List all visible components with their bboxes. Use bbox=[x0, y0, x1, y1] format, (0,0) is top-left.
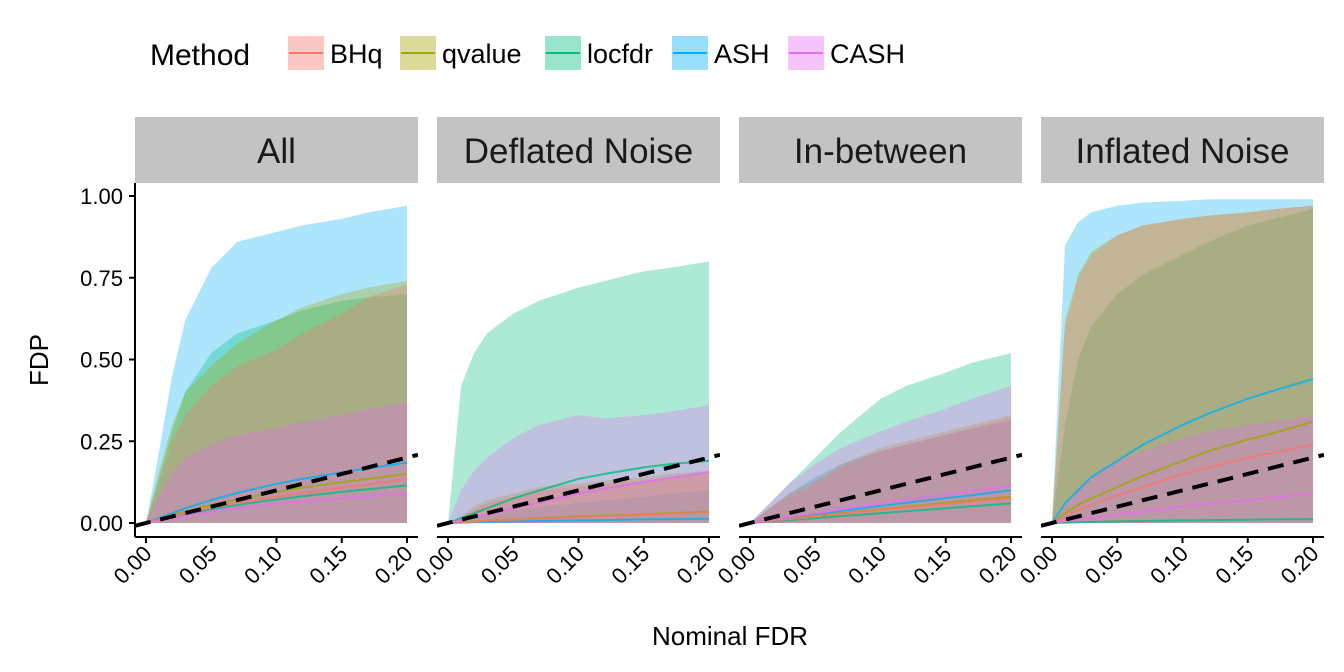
ribbon-inflated-noise-locfdr bbox=[1052, 209, 1313, 523]
ribbon-inflated-noise-ash bbox=[1052, 199, 1313, 524]
panel-strip-deflated-noise bbox=[437, 117, 720, 183]
panel-inflated-noise: Inflated Noise 0.00 0.05 0.10 0.15 0.20 bbox=[1015, 117, 1324, 589]
ribbon-in-between-locfdr bbox=[750, 353, 1011, 523]
ribbon-in-between-bhq bbox=[750, 418, 1011, 523]
y-tick-label-0-75: 0.75 bbox=[80, 266, 123, 291]
panel-in-between: In-between 0.00 0.05 0.10 0.15 0.20 bbox=[713, 117, 1022, 589]
legend-label-cash: CASH bbox=[830, 39, 905, 69]
x-tick-label-all-0-10: 0.10 bbox=[239, 541, 287, 589]
panel-strip-all bbox=[135, 117, 418, 183]
ribbon-all-bhq bbox=[146, 284, 407, 523]
mean-line-deflated-noise-bhq bbox=[447, 511, 710, 524]
ribbon-inflated-noise-qvalue bbox=[1052, 205, 1313, 524]
mean-line-inflated-noise-qvalue bbox=[1051, 420, 1314, 524]
legend-label-locfdr: locfdr bbox=[587, 39, 653, 69]
ribbon-deflated-noise-locfdr bbox=[448, 261, 709, 523]
mean-line-inflated-noise-cash bbox=[1051, 492, 1314, 524]
mean-line-inflated-noise-ash bbox=[1051, 378, 1314, 524]
ribbon-all-ash bbox=[146, 205, 407, 524]
legend-item-qvalue: qvalue bbox=[400, 36, 522, 70]
ribbon-in-between-qvalue bbox=[750, 415, 1011, 523]
x-tick-label-inflated-noise-0-20: 0.20 bbox=[1276, 541, 1324, 589]
reference-line-in-between bbox=[739, 452, 1022, 528]
x-tick-label-deflated-noise-0-10: 0.10 bbox=[541, 541, 589, 589]
ribbon-all-qvalue bbox=[146, 281, 407, 523]
panel-deflated-noise: Deflated Noise 0.00 0.05 0.10 0.15 0.20 bbox=[411, 117, 720, 589]
y-axis-title: FDP bbox=[24, 334, 54, 386]
mean-line-inflated-noise-locfdr bbox=[1051, 518, 1314, 524]
x-tick-label-in-between-0-10: 0.10 bbox=[843, 541, 891, 589]
legend: Method BHq qvalue locfdr ASH CASH bbox=[150, 36, 905, 72]
y-tick-label-0-00: 0.00 bbox=[80, 511, 123, 536]
legend-label-qvalue: qvalue bbox=[442, 39, 522, 69]
x-tick-label-deflated-noise-0-20: 0.20 bbox=[672, 541, 720, 589]
ribbon-in-between-cash bbox=[750, 385, 1011, 523]
mean-line-deflated-noise-locfdr bbox=[447, 459, 710, 524]
panel-data-inflated-noise bbox=[1041, 199, 1324, 528]
x-tick-label-all-0-05: 0.05 bbox=[174, 541, 222, 589]
panel-data-all bbox=[135, 205, 418, 528]
legend-entries: BHq qvalue locfdr ASH CASH bbox=[288, 36, 905, 70]
reference-line-all bbox=[135, 452, 418, 528]
ribbon-all-locfdr bbox=[146, 294, 407, 523]
y-tick-label-0-50: 0.50 bbox=[80, 348, 123, 373]
legend-item-bhq: BHq bbox=[288, 36, 383, 70]
legend-label-ash: ASH bbox=[714, 39, 770, 69]
ribbon-deflated-noise-bhq bbox=[448, 473, 709, 523]
x-tick-label-all-0-00: 0.00 bbox=[109, 541, 157, 589]
legend-label-bhq: BHq bbox=[330, 39, 383, 69]
panel-title-inflated-noise: Inflated Noise bbox=[1075, 132, 1289, 171]
x-tick-label-in-between-0-00: 0.00 bbox=[713, 541, 761, 589]
ribbon-deflated-noise-qvalue bbox=[448, 470, 709, 523]
x-tick-label-inflated-noise-0-00: 0.00 bbox=[1015, 541, 1063, 589]
mean-line-in-between-cash bbox=[749, 485, 1012, 524]
legend-item-cash: CASH bbox=[788, 36, 905, 70]
x-tick-label-in-between-0-20: 0.20 bbox=[974, 541, 1022, 589]
x-tick-label-inflated-noise-0-10: 0.10 bbox=[1145, 541, 1193, 589]
facet-panels: All 0.00 0.25 0.50 0.75 1.00 0.00 0.05 0.10 0.15 0… bbox=[80, 117, 1324, 589]
panel-title-all: All bbox=[257, 132, 296, 171]
legend-item-ash: ASH bbox=[672, 36, 770, 70]
x-tick-label-in-between-0-05: 0.05 bbox=[778, 541, 826, 589]
x-axis-title: Nominal FDR bbox=[652, 621, 808, 651]
panel-strip-in-between bbox=[739, 117, 1022, 183]
panel-data-deflated-noise bbox=[437, 261, 720, 528]
x-tick-label-deflated-noise-0-05: 0.05 bbox=[476, 541, 524, 589]
x-tick-label-inflated-noise-0-15: 0.15 bbox=[1210, 541, 1258, 589]
ribbon-inflated-noise-bhq bbox=[1052, 205, 1313, 524]
mean-line-in-between-bhq bbox=[749, 497, 1012, 524]
legend-title: Method bbox=[150, 39, 250, 72]
mean-line-inflated-noise-bhq bbox=[1051, 443, 1314, 524]
x-tick-label-all-0-15: 0.15 bbox=[304, 541, 352, 589]
ribbon-deflated-noise-cash bbox=[448, 405, 709, 523]
x-tick-label-all-0-20: 0.20 bbox=[370, 541, 418, 589]
legend-item-locfdr: locfdr bbox=[545, 36, 653, 70]
x-tick-label-deflated-noise-0-15: 0.15 bbox=[606, 541, 654, 589]
panel-data-in-between bbox=[739, 353, 1022, 528]
reference-line-inflated-noise bbox=[1041, 452, 1324, 528]
panel-all: All 0.00 0.25 0.50 0.75 1.00 0.00 0.05 0.10 0.15 0… bbox=[80, 117, 418, 589]
y-tick-label-0-25: 0.25 bbox=[80, 429, 123, 454]
panel-strip-inflated-noise bbox=[1041, 117, 1324, 183]
x-tick-label-deflated-noise-0-00: 0.00 bbox=[411, 541, 459, 589]
x-tick-label-in-between-0-15: 0.15 bbox=[908, 541, 956, 589]
x-tick-label-inflated-noise-0-05: 0.05 bbox=[1080, 541, 1128, 589]
reference-line-deflated-noise bbox=[437, 452, 720, 528]
panel-title-deflated-noise: Deflated Noise bbox=[464, 132, 694, 171]
y-tick-label-1-00: 1.00 bbox=[80, 184, 123, 209]
panel-title-in-between: In-between bbox=[794, 132, 967, 171]
